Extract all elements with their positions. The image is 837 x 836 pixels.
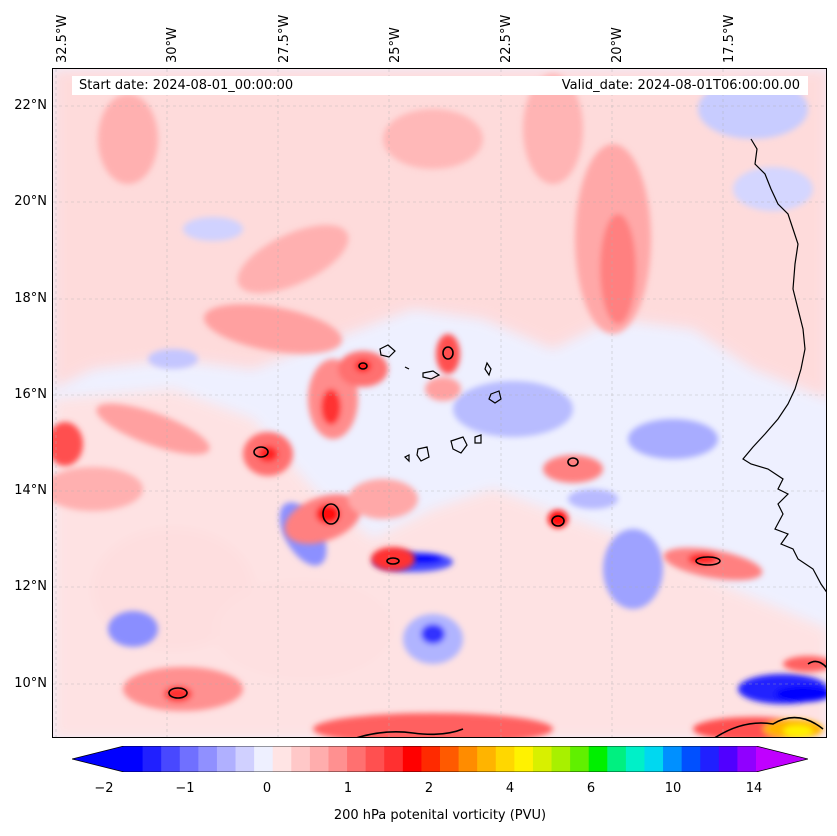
- lon-label-30w: 30°W: [165, 27, 180, 63]
- valid-date-label: Valid_date: 2024-08-01T06:00:00.00: [561, 78, 800, 93]
- cb-tick-label: 0: [262, 781, 272, 796]
- lon-label-20w: 20°W: [610, 27, 625, 63]
- colorbar-segment: [309, 746, 329, 772]
- lon-label-27-5w: 27.5°W: [277, 14, 292, 63]
- colorbar: [72, 746, 808, 772]
- colorbar-segment: [254, 746, 274, 772]
- colorbar-segment: [495, 746, 515, 772]
- colorbar-segment: [161, 746, 181, 772]
- colorbar-segment: [347, 746, 367, 772]
- colorbar-segment: [216, 746, 237, 772]
- colorbar-segment: [402, 746, 422, 772]
- pv-field-svg: [53, 69, 826, 737]
- colorbar-segment: [291, 746, 311, 772]
- cb-tick-label: 4: [505, 781, 515, 796]
- colorbar-segment: [514, 746, 534, 772]
- cb-tick-label: −2: [94, 781, 114, 796]
- cb-tick-label: 10: [664, 781, 682, 796]
- cb-tick-label: 2: [424, 781, 434, 796]
- lat-label-10n: 10°N: [14, 676, 47, 691]
- cb-tick-label: 14: [745, 781, 763, 796]
- colorbar-segment: [663, 746, 683, 772]
- lat-label-12n: 12°N: [14, 579, 47, 594]
- colorbar-segment: [551, 746, 571, 772]
- colorbar-segment: [700, 746, 720, 772]
- colorbar-segment: [235, 746, 255, 772]
- pv-light-negative-field: [108, 79, 826, 704]
- colorbar-segment: [384, 746, 404, 772]
- colorbar-segment: [570, 746, 590, 772]
- colorbar-segment: [625, 746, 645, 772]
- colorbar-segment: [477, 746, 497, 772]
- cb-tick-label: 1: [343, 781, 353, 796]
- colorbar-segment: [607, 746, 627, 772]
- colorbar-segment: [718, 746, 738, 772]
- lat-label-14n: 14°N: [14, 483, 47, 498]
- colorbar-extend-min: [72, 746, 124, 772]
- africa-coastline: [742, 138, 826, 593]
- cb-tick-label: −1: [175, 781, 195, 796]
- lon-label-32-5w: 32.5°W: [55, 14, 70, 63]
- colorbar-segment: [681, 746, 701, 772]
- colorbar-segment: [198, 746, 218, 772]
- colorbar-segment: [179, 746, 199, 772]
- colorbar-segment: [142, 746, 162, 772]
- pv-2-contours: [168, 346, 826, 737]
- lon-label-25w: 25°W: [388, 27, 403, 63]
- colorbar-segment: [124, 746, 144, 772]
- colorbar-segment: [440, 746, 460, 772]
- colorbar-segment: [737, 746, 757, 772]
- pv-positive-features: [53, 74, 826, 737]
- colorbar-segment: [644, 746, 664, 772]
- lat-label-20n: 20°N: [14, 194, 47, 209]
- colorbar-extend-max: [756, 746, 808, 772]
- pv-map[interactable]: [52, 68, 827, 738]
- cape-verde-islands: [379, 344, 502, 463]
- graticule: [53, 69, 826, 737]
- info-bar: Start date: 2024-08-01_00:00:00 Valid_da…: [72, 76, 808, 95]
- colorbar-segment: [532, 746, 553, 772]
- colorbar-segment: [458, 746, 478, 772]
- colorbar-segment: [272, 746, 292, 772]
- lat-label-16n: 16°N: [14, 387, 47, 402]
- lat-label-22n: 22°N: [14, 98, 47, 113]
- lon-label-22-5w: 22.5°W: [499, 14, 514, 63]
- colorbar-segment: [588, 746, 608, 772]
- colorbar-segment: [421, 746, 441, 772]
- lat-label-18n: 18°N: [14, 291, 47, 306]
- colorbar-segment: [365, 746, 385, 772]
- colorbar-segment: [328, 746, 348, 772]
- start-date-label: Start date: 2024-08-01_00:00:00: [79, 78, 294, 93]
- colorbar-label: 200 hPa potenital vorticity (PVU): [333, 808, 547, 823]
- cb-tick-label: 6: [586, 781, 596, 796]
- lon-label-17-5w: 17.5°W: [722, 14, 737, 63]
